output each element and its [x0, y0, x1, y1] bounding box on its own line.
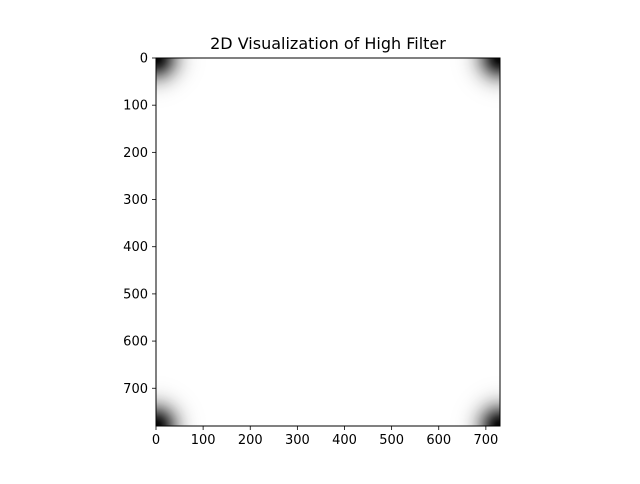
y-tick-label-100: 100	[123, 99, 148, 114]
heatmap-corner-top-right	[443, 58, 500, 115]
y-tick-label-0: 0	[140, 52, 148, 67]
x-tick-label-700: 700	[473, 433, 498, 448]
y-tick-label-300: 300	[123, 193, 148, 208]
heatmap-corner-bottom-right	[443, 369, 500, 426]
y-tick-label-500: 500	[123, 287, 148, 302]
heatmap-corner-bottom-left	[156, 369, 213, 426]
chart-title: 2D Visualization of High Filter	[210, 34, 446, 53]
y-axis: 0 100 200 300 400 500 600 700	[123, 52, 156, 397]
x-axis: 0 100 200 300 400 500 600 700	[152, 426, 498, 448]
y-tick-label-200: 200	[123, 146, 148, 161]
plot-frame	[155, 57, 501, 427]
x-tick-label-400: 400	[332, 433, 357, 448]
heatmap-background	[156, 58, 500, 426]
x-tick-label-0: 0	[152, 433, 160, 448]
x-tick-label-600: 600	[426, 433, 451, 448]
y-tick-label-700: 700	[123, 382, 148, 397]
heatmap	[156, 58, 500, 426]
y-tick-label-400: 400	[123, 240, 148, 255]
x-tick-label-300: 300	[285, 433, 310, 448]
y-tick-label-600: 600	[123, 335, 148, 350]
x-tick-label-200: 200	[238, 433, 263, 448]
x-tick-label-500: 500	[379, 433, 404, 448]
x-tick-label-100: 100	[191, 433, 216, 448]
heatmap-corner-top-left	[156, 58, 213, 115]
